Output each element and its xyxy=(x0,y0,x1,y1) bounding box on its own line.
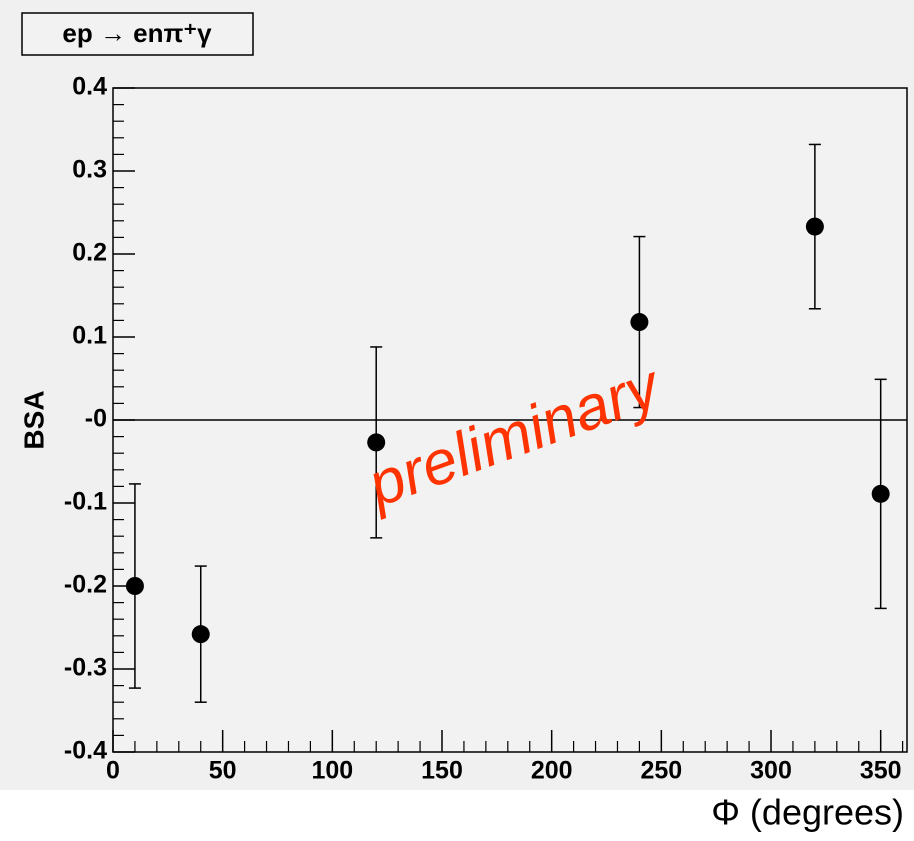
y-tick-label: -0 xyxy=(85,405,107,433)
x-axis-label: Φ (degrees) xyxy=(711,792,904,833)
plot-layer: -0.4 -0.3 -0.2 -0.1 -0 0.1 0.2 0.3 0.4 0 50 100 150 2… xyxy=(64,73,907,785)
x-tick-label: 100 xyxy=(311,757,353,785)
y-tick-label: -0.4 xyxy=(64,737,107,765)
data-point xyxy=(191,625,210,644)
y-tick-label: 0.1 xyxy=(72,322,107,350)
x-tick-label: 250 xyxy=(640,757,682,785)
data-point xyxy=(805,217,824,236)
y-tick-label: 0.2 xyxy=(72,239,107,267)
y-tick-label: -0.1 xyxy=(64,488,107,516)
x-tick-label: 300 xyxy=(750,757,792,785)
data-point xyxy=(630,313,649,332)
x-tick-label: 50 xyxy=(209,757,237,785)
title-box xyxy=(21,12,254,56)
y-tick-label: 0.3 xyxy=(72,156,107,184)
data-point xyxy=(367,433,386,452)
y-tick-label: 0.4 xyxy=(72,73,107,101)
x-tick-label: 350 xyxy=(860,757,902,785)
x-tick-label: 200 xyxy=(531,757,573,785)
data-point xyxy=(125,577,144,595)
y-axis-label: BSA xyxy=(18,390,49,449)
x-tick-label: 0 xyxy=(106,757,120,785)
data-point xyxy=(871,484,890,503)
chart-title: ep → enπ⁺γ xyxy=(62,18,212,48)
y-tick-label: -0.3 xyxy=(64,654,107,682)
y-tick-label: -0.2 xyxy=(64,571,107,599)
x-tick-label: 150 xyxy=(421,757,463,785)
